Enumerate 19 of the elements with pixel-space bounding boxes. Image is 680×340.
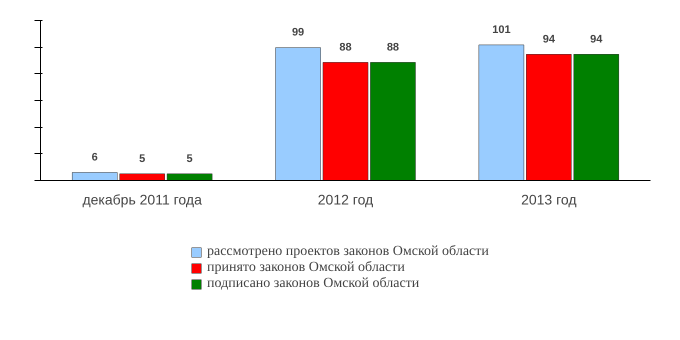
data-label: 94	[590, 33, 604, 46]
data-label: 101	[492, 24, 511, 36]
data-label: 5	[186, 152, 193, 165]
data-label: 94	[542, 33, 556, 46]
bar	[573, 54, 620, 181]
bar	[166, 174, 212, 181]
legend-label: рассмотрено проектов законов Омской области	[207, 244, 489, 260]
data-label: 6	[92, 151, 98, 164]
x-tick-label: декабрь 2011 года	[82, 192, 202, 208]
bar	[72, 172, 118, 181]
data-label: 88	[339, 41, 352, 54]
x-tick-label: 2013 год	[521, 192, 577, 208]
legend-label: принято законов Омской области	[207, 260, 405, 276]
data-label: 5	[139, 152, 146, 165]
bar	[119, 174, 165, 181]
data-label: 88	[386, 41, 400, 54]
data-label: 99	[292, 26, 304, 39]
x-tick-label: 2012 год	[318, 192, 374, 208]
legend-label: подписано законов Омской области	[207, 276, 420, 292]
